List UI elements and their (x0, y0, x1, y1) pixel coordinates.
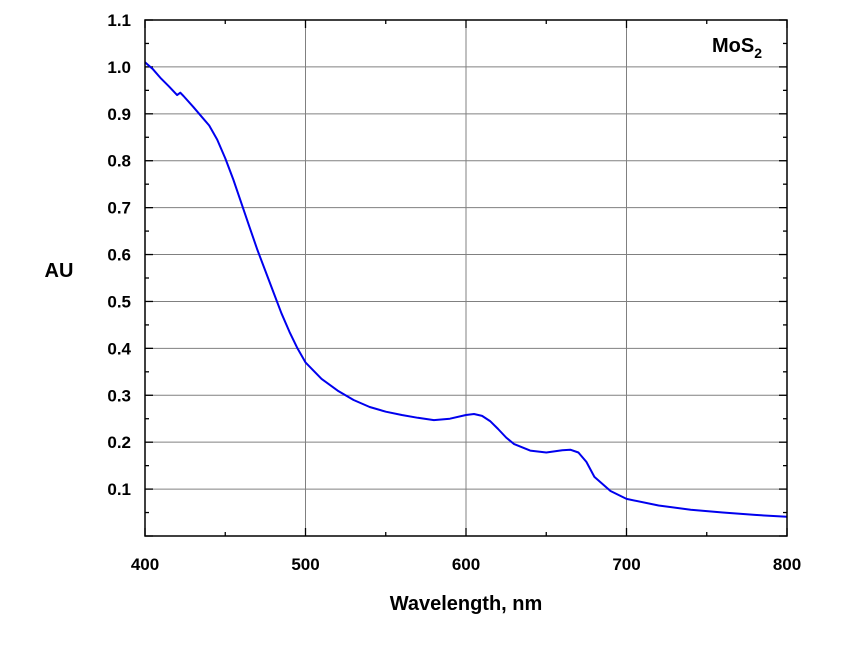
x-tick-labels: 400 500 600 700 800 (131, 555, 801, 574)
y-tick-label-10: 1.1 (107, 11, 131, 30)
x-axis-title: Wavelength, nm (390, 593, 543, 615)
y-tick-label-2: 0.3 (107, 386, 131, 405)
y-tick-label-5: 0.6 (107, 246, 131, 265)
y-axis-title: AU (45, 260, 74, 282)
annotation-subscript: 2 (754, 45, 762, 61)
y-tick-label-8: 0.9 (107, 105, 131, 124)
annotation-main: MoS (712, 35, 754, 57)
plot-frame (144, 19, 788, 537)
y-tick-labels: 0.1 0.2 0.3 0.4 0.5 0.6 0.7 0.8 0.9 1.0 1.1 (107, 11, 131, 499)
plot-annotation: MoS2 (712, 35, 762, 61)
grid-lines (145, 20, 787, 536)
y-tick-label-3: 0.4 (107, 339, 131, 358)
y-tick-label-4: 0.5 (107, 292, 131, 311)
y-tick-label-9: 1.0 (107, 58, 131, 77)
x-tick-label-0: 400 (131, 555, 159, 574)
y-tick-label-7: 0.8 (107, 152, 131, 171)
y-tick-label-6: 0.7 (107, 199, 131, 218)
y-tick-label-1: 0.2 (107, 433, 131, 452)
y-tick-label-0: 0.1 (107, 480, 131, 499)
x-tick-label-3: 700 (612, 555, 640, 574)
series-line-mos2 (144, 61, 788, 518)
x-tick-label-1: 500 (291, 555, 319, 574)
x-tick-label-2: 600 (452, 555, 480, 574)
x-tick-label-4: 800 (773, 555, 801, 574)
